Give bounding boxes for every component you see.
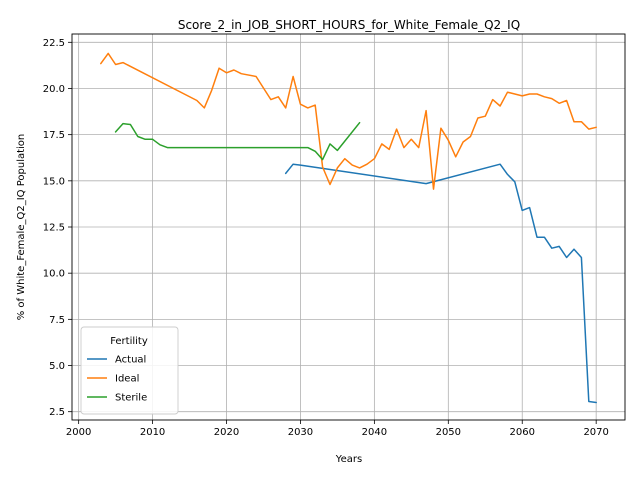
y-tick-label: 10.0 bbox=[43, 269, 65, 280]
legend-label-actual: Actual bbox=[115, 355, 146, 366]
y-tick-label: 12.5 bbox=[43, 223, 65, 234]
y-tick-label: 22.5 bbox=[43, 38, 65, 49]
legend-box bbox=[80, 326, 179, 415]
legend: Fertility Actual Ideal Sterile bbox=[80, 326, 179, 415]
y-tick-label: 7.5 bbox=[49, 315, 65, 326]
x-tick-label: 2040 bbox=[362, 427, 387, 438]
legend-entries: Actual Ideal Sterile bbox=[87, 355, 147, 404]
x-tick-label: 2030 bbox=[288, 427, 313, 438]
x-axis-label: Years bbox=[335, 454, 362, 465]
x-tick-label: 2060 bbox=[510, 427, 535, 438]
series-line-actual bbox=[284, 163, 597, 404]
legend-label-ideal: Ideal bbox=[115, 374, 139, 385]
axis-ticks: 2000 2010 2020 2030 2040 2050 2060 2070 2.5 5.0 7.… bbox=[43, 38, 609, 438]
x-tick-label: 2050 bbox=[436, 427, 461, 438]
y-tick-label: 2.5 bbox=[49, 407, 65, 418]
x-tick-label: 2000 bbox=[66, 427, 91, 438]
y-tick-label: 17.5 bbox=[43, 130, 65, 141]
chart-title: Score_2_in_JOB_SHORT_HOURS_for_White_Fem… bbox=[178, 18, 520, 32]
y-axis-label: % of White_Female_Q2_IQ Population bbox=[16, 134, 27, 321]
series-lines bbox=[100, 52, 597, 404]
x-tick-label: 2010 bbox=[140, 427, 165, 438]
y-tick-label: 15.0 bbox=[43, 176, 65, 187]
y-tick-label: 5.0 bbox=[49, 361, 65, 372]
series-line-ideal bbox=[100, 52, 597, 190]
x-tick-label: 2070 bbox=[583, 427, 608, 438]
x-tick-label: 2020 bbox=[214, 427, 239, 438]
y-tick-label: 20.0 bbox=[43, 84, 65, 95]
legend-title: Fertility bbox=[110, 336, 148, 347]
series-line-sterile bbox=[114, 121, 361, 161]
legend-label-sterile: Sterile bbox=[115, 393, 147, 404]
